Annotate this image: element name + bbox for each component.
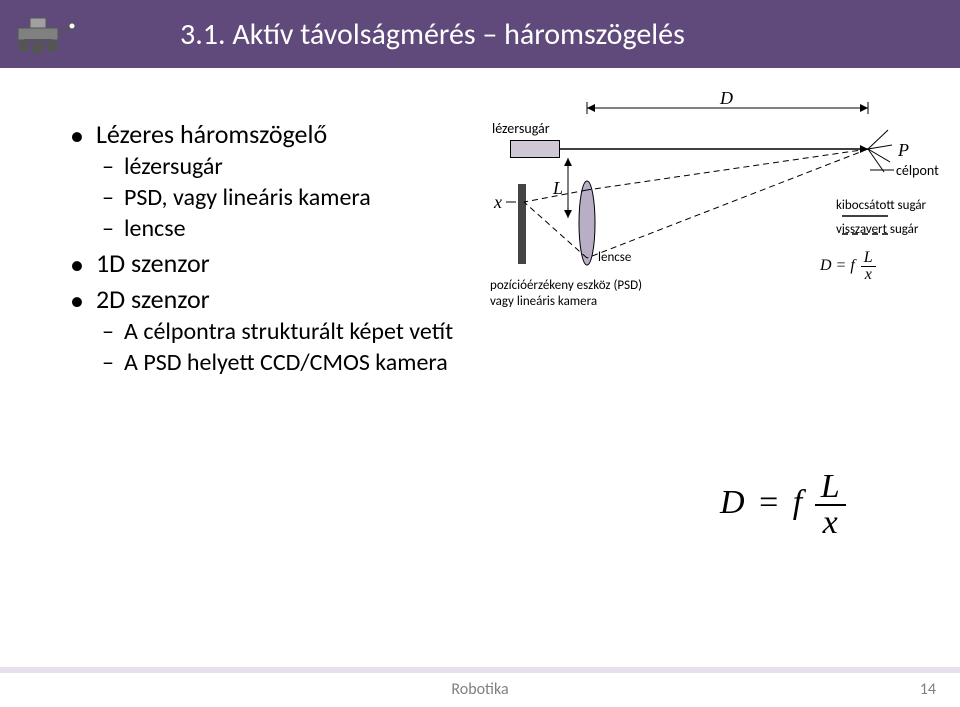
bullet-3b: A PSD helyett CCD/CMOS kamera bbox=[96, 348, 480, 377]
main-formula: D = f L x bbox=[720, 470, 846, 540]
label-visszavert: visszavert sugár bbox=[836, 222, 918, 237]
bullet-2: 1D szenzor bbox=[70, 247, 480, 279]
bullet-3a: A célpontra strukturált képet vetít bbox=[96, 317, 480, 346]
formula-eq: = bbox=[753, 484, 784, 521]
bullet-1a: lézersugár bbox=[96, 152, 480, 181]
page-number: 14 bbox=[920, 680, 936, 699]
formula-x: x bbox=[815, 506, 846, 540]
diagram-formula-den: x bbox=[861, 267, 876, 283]
bullet-1-text: Lézeres háromszögelő bbox=[96, 118, 327, 150]
bullet-1c: lencse bbox=[96, 214, 480, 243]
formula-f: f bbox=[793, 484, 802, 521]
slide-content: Lézeres háromszögelő lézersugár PSD, vag… bbox=[0, 90, 960, 381]
label-psd1: pozícióérzékeny eszköz (PSD) bbox=[490, 278, 642, 293]
diagram-formula-lhs: D = f bbox=[820, 257, 855, 274]
label-P: P bbox=[898, 140, 909, 161]
slide-title: 3.1. Aktív távolságmérés – háromszögelés bbox=[90, 16, 685, 53]
footer-text: Robotika bbox=[0, 680, 960, 699]
label-celpont: célpont bbox=[896, 162, 939, 179]
bullet-1b: PSD, vagy lineáris kamera bbox=[96, 183, 480, 212]
bullet-list: Lézeres háromszögelő lézersugár PSD, vag… bbox=[70, 118, 480, 377]
formula-L: L bbox=[815, 470, 846, 506]
label-psd2: vagy lineáris kamera bbox=[490, 294, 597, 309]
label-x: x bbox=[494, 192, 502, 213]
diagram-formula: D = f L x bbox=[820, 250, 876, 283]
label-L: L bbox=[553, 178, 563, 199]
label-lencse: lencse bbox=[598, 250, 631, 265]
bullet-3: 2D szenzor A célpontra strukturált képet… bbox=[70, 283, 480, 377]
triangulation-diagram: lézersugár bbox=[490, 90, 940, 320]
slide-header: 3.1. Aktív távolságmérés – háromszögelés bbox=[0, 0, 960, 68]
footer-bar bbox=[0, 667, 960, 673]
label-D: D bbox=[720, 88, 733, 109]
label-kibocsatott: kibocsátott sugár bbox=[836, 198, 926, 213]
bullet-1: Lézeres háromszögelő lézersugár PSD, vag… bbox=[70, 118, 480, 243]
rover-icon bbox=[0, 0, 90, 68]
diagram-formula-num: L bbox=[861, 250, 876, 267]
bullet-3-text: 2D szenzor bbox=[96, 283, 210, 315]
formula-D: D bbox=[720, 484, 745, 521]
